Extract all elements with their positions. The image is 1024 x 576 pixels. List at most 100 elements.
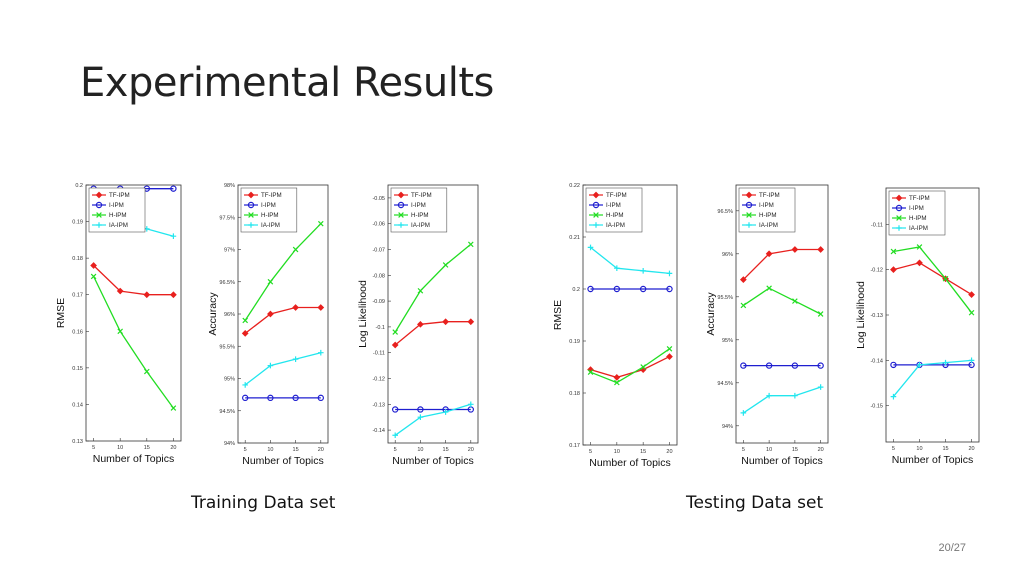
series-h-ipm [740, 285, 824, 317]
legend-marker [593, 212, 599, 218]
chart-1: 0.13 0.14 0.15 0.16 0.17 0.18 0.19 0.2 5 10 15 20 Nu… [55, 183, 182, 465]
y-tick-label: -0.11 [871, 222, 883, 228]
series-line [893, 262, 972, 296]
y-tick-label: 0.13 [72, 439, 83, 445]
data-point [587, 369, 594, 376]
series-i-ipm [392, 406, 474, 413]
data-point [916, 259, 923, 267]
series-line [590, 356, 670, 379]
legend-label: TF-IPM [109, 192, 130, 199]
series-tf-ipm [241, 304, 325, 337]
data-point [442, 318, 449, 326]
data-point [968, 291, 975, 298]
data-point [817, 311, 824, 317]
y-tick-label: 95% [722, 338, 733, 344]
legend-marker [745, 191, 753, 199]
y-tick-label: 0.21 [569, 235, 580, 241]
slide-title: Experimental Results [80, 60, 494, 106]
data-point [792, 392, 798, 399]
x-tick-label: 5 [589, 449, 592, 455]
legend-marker [896, 225, 902, 231]
data-point [666, 270, 673, 277]
caption-testing: Testing Data set [686, 493, 824, 513]
data-point [417, 320, 424, 328]
data-point [739, 276, 747, 283]
legend-label: IA-IPM [909, 225, 928, 232]
y-tick-label: 98% [224, 183, 235, 189]
data-point [292, 304, 299, 311]
y-tick-label: 94.5% [717, 381, 733, 387]
series-line [244, 352, 321, 386]
series-h-ipm [90, 273, 177, 411]
data-point [968, 357, 975, 364]
data-point [242, 382, 248, 388]
legend-label: H-IPM [606, 212, 624, 219]
data-point [587, 244, 594, 251]
series-h-ipm [242, 220, 324, 324]
data-point [267, 394, 274, 402]
y-tick-label: 0.15 [72, 366, 83, 372]
chart-6: -0.15 -0.14 -0.13 -0.12 -0.11 5 10 15 20 Number o… [855, 187, 980, 466]
data-point [890, 266, 897, 274]
legend-marker [593, 222, 599, 228]
data-point [392, 406, 399, 413]
y-tick-label: 0.19 [569, 339, 580, 345]
x-tick-label: 20 [968, 446, 974, 452]
x-tick-label: 20 [468, 447, 474, 453]
data-point [317, 394, 324, 402]
y-tick-label: 95% [224, 377, 235, 383]
x-axis-label: Number of Topics [392, 455, 474, 467]
data-point [791, 362, 799, 369]
data-point [417, 287, 424, 294]
x-tick-label: 20 [666, 449, 672, 455]
y-tick-label: -0.08 [372, 273, 385, 279]
data-point [467, 318, 475, 326]
y-tick-label: 96% [722, 252, 733, 258]
y-tick-label: -0.12 [870, 268, 883, 274]
y-tick-label: 95.5% [219, 344, 235, 350]
series-i-ipm [740, 362, 824, 369]
legend-marker [247, 191, 255, 199]
series-tf-ipm [90, 262, 177, 299]
data-point [613, 285, 621, 293]
chart-3: -0.14 -0.13 -0.12 -0.11 -0.1 -0.09 -0.08 -0.07 -… [357, 184, 479, 467]
data-point [267, 362, 274, 369]
x-axis-label: Number of Topics [93, 453, 175, 465]
series-line [244, 306, 321, 334]
legend-marker [397, 201, 405, 209]
series-line [394, 403, 471, 436]
data-point [666, 353, 673, 360]
legend-marker [592, 191, 600, 199]
data-point [292, 394, 299, 402]
legend-marker [398, 222, 404, 228]
data-point [666, 345, 673, 352]
data-point [890, 393, 897, 400]
legend-label: TF-IPM [411, 192, 432, 199]
data-point [613, 374, 621, 381]
legend-marker [248, 222, 254, 228]
series-line [93, 276, 174, 409]
legend-label: TF-IPM [909, 195, 930, 202]
y-tick-label: -0.14 [372, 428, 385, 434]
data-point [116, 287, 124, 295]
legend: TF-IPM I-IPM H-IPM IA-IPM [390, 187, 448, 233]
series-tf-ipm [739, 246, 825, 283]
series-line [590, 246, 670, 275]
x-tick-label: 15 [144, 445, 150, 451]
series-line [743, 287, 821, 315]
y-tick-label: -0.1 [376, 325, 385, 331]
data-point [817, 246, 825, 253]
x-tick-label: 10 [417, 447, 423, 453]
y-tick-label: 97% [224, 248, 235, 254]
x-tick-label: 15 [443, 447, 449, 453]
legend-label: H-IPM [759, 212, 777, 219]
data-point [740, 362, 747, 369]
y-tick-label: -0.13 [372, 402, 385, 408]
data-point [666, 285, 673, 293]
series-line [394, 243, 472, 333]
legend-label: I-IPM [909, 205, 924, 212]
data-point [292, 246, 299, 253]
legend: TF-IPM I-IPM H-IPM IA-IPM [88, 187, 146, 233]
series-tf-ipm [391, 318, 475, 349]
data-point [766, 392, 772, 399]
